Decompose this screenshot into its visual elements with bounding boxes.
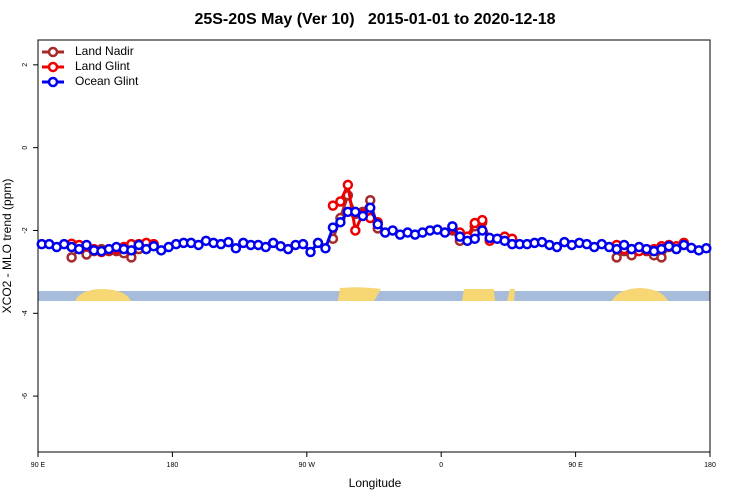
- data-point: [454, 231, 466, 242]
- data-point: [81, 239, 92, 251]
- land-mask: [38, 287, 710, 301]
- data-point: [73, 243, 85, 255]
- data-point: [230, 243, 242, 254]
- data-point: [611, 243, 622, 255]
- data-point: [372, 219, 383, 230]
- data-point: [387, 225, 398, 236]
- x-tick-label: 90 E: [31, 462, 46, 469]
- y-tick-label: 0: [22, 146, 29, 150]
- data-point: [260, 241, 271, 253]
- data-point: [611, 252, 622, 263]
- data-point: [551, 241, 563, 253]
- data-point: [223, 236, 234, 248]
- data-point: [350, 206, 361, 218]
- x-tick-label: 180: [167, 462, 179, 469]
- data-point: [335, 196, 346, 207]
- data-point: [447, 221, 458, 232]
- data-point: [66, 252, 77, 263]
- legend-marker: [47, 61, 59, 73]
- data-point: [327, 200, 339, 211]
- data-point: [656, 252, 667, 263]
- data-point: [342, 179, 354, 191]
- y-axis-label: XCO2 - MLO trend (ppm): [0, 179, 14, 314]
- x-tick-label: 90 E: [568, 462, 583, 469]
- x-tick-label: 180: [704, 462, 716, 469]
- land-area: [612, 288, 668, 301]
- data-point: [148, 240, 159, 252]
- land-area: [462, 289, 495, 301]
- legend-marker: [47, 76, 59, 88]
- y-tick-label: -6: [22, 393, 29, 399]
- y-tick-label: -2: [22, 227, 29, 233]
- plot-marks: [36, 179, 712, 263]
- y-tick-label: -4: [22, 310, 29, 316]
- data-point: [701, 243, 712, 254]
- data-point: [365, 202, 376, 213]
- data-point: [282, 243, 294, 255]
- data-point: [133, 239, 145, 251]
- land-area: [338, 287, 381, 301]
- data-point: [305, 246, 316, 258]
- x-tick-label: 0: [439, 462, 443, 469]
- data-point: [312, 237, 324, 249]
- y-tick-label: 2: [22, 63, 29, 67]
- data-point: [297, 238, 309, 250]
- data-point: [335, 216, 346, 228]
- data-point: [126, 245, 137, 256]
- data-point: [327, 222, 339, 233]
- x-tick-label: 90 W: [299, 462, 316, 469]
- data-point: [671, 243, 682, 255]
- data-point: [439, 227, 451, 238]
- legend-label: Land Glint: [75, 59, 130, 73]
- land-area: [75, 289, 131, 301]
- legend-label: Ocean Glint: [75, 74, 139, 88]
- data-point: [350, 225, 361, 236]
- data-point: [193, 239, 204, 251]
- legend-marker: [47, 46, 59, 58]
- data-point: [618, 239, 630, 251]
- chart-title: 25S-20S May (Ver 10) 2015-01-01 to 2020-…: [194, 11, 555, 28]
- data-point: [357, 210, 369, 222]
- land-area: [507, 289, 515, 301]
- data-point: [477, 225, 488, 236]
- data-point: [477, 214, 488, 226]
- x-axis-label: Longitude: [349, 476, 402, 490]
- data-point: [469, 233, 481, 245]
- legend-label: Land Nadir: [75, 44, 134, 58]
- data-point: [320, 243, 331, 254]
